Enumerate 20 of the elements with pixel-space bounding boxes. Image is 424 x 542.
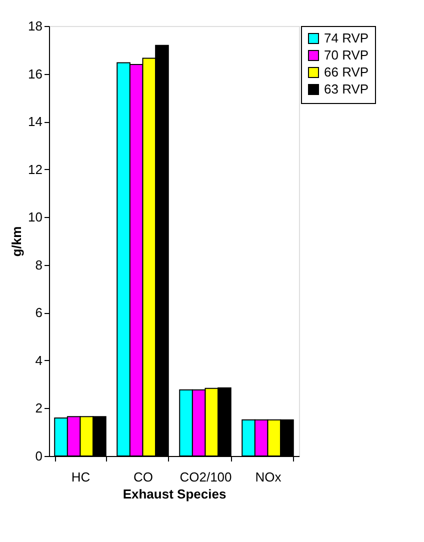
legend-label: 74 RVP xyxy=(324,30,369,46)
x-tick-label: HC xyxy=(71,470,90,484)
y-tick-label: 0 xyxy=(35,448,42,464)
y-tick-label: 4 xyxy=(35,352,42,368)
y-tick-label: 8 xyxy=(35,257,42,272)
x-tick-label: CO xyxy=(134,470,153,484)
y-tick-label: 2 xyxy=(35,400,42,416)
x-axis-title: Exhaust Species xyxy=(122,486,226,502)
y-tick-label: 6 xyxy=(35,305,42,320)
y-tick-label: 18 xyxy=(28,18,42,34)
y-tick-label: 10 xyxy=(28,210,42,225)
x-tick-label: CO2/100 xyxy=(180,470,232,484)
y-tick-label: 12 xyxy=(28,162,42,177)
legend-label: 70 RVP xyxy=(324,48,369,62)
x-tick-label: NOx xyxy=(255,470,282,484)
legend-label: 63 RVP xyxy=(324,82,369,96)
y-axis-title: g/km xyxy=(9,226,24,257)
y-tick-label: 16 xyxy=(28,66,42,82)
y-tick-label: 14 xyxy=(28,114,42,130)
legend-label: 66 RVP xyxy=(324,64,369,80)
